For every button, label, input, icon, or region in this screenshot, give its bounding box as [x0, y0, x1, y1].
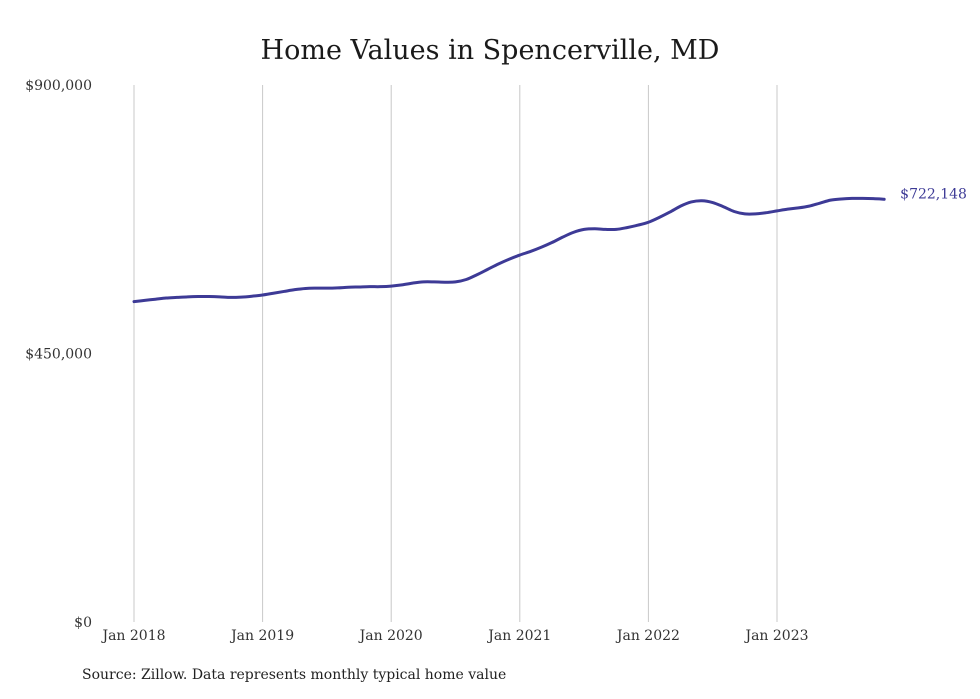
x-tick-label: Jan 2022	[615, 628, 680, 644]
x-tick-label: Jan 2020	[358, 628, 423, 644]
y-tick-label: $450,000	[25, 347, 92, 363]
gridlines	[133, 85, 778, 622]
x-tick-label: Jan 2019	[229, 628, 294, 644]
x-tick-label: Jan 2018	[100, 628, 165, 644]
y-tick-label: $0	[74, 615, 92, 631]
x-tick-label: Jan 2023	[743, 628, 808, 644]
series-end-label: $722,148	[900, 186, 967, 202]
y-axis-ticks: $0 $450,000 $900,000	[25, 78, 92, 631]
chart-title: Home Values in Spencerville, MD	[261, 35, 720, 66]
source-note: Source: Zillow. Data represents monthly …	[82, 667, 507, 683]
x-tick-label: Jan 2021	[486, 628, 551, 644]
x-axis-ticks: Jan 2018 Jan 2019 Jan 2020 Jan 2021 Jan 2022…	[100, 628, 808, 644]
y-tick-label: $900,000	[25, 78, 92, 94]
series-line-home-value	[132, 196, 886, 304]
